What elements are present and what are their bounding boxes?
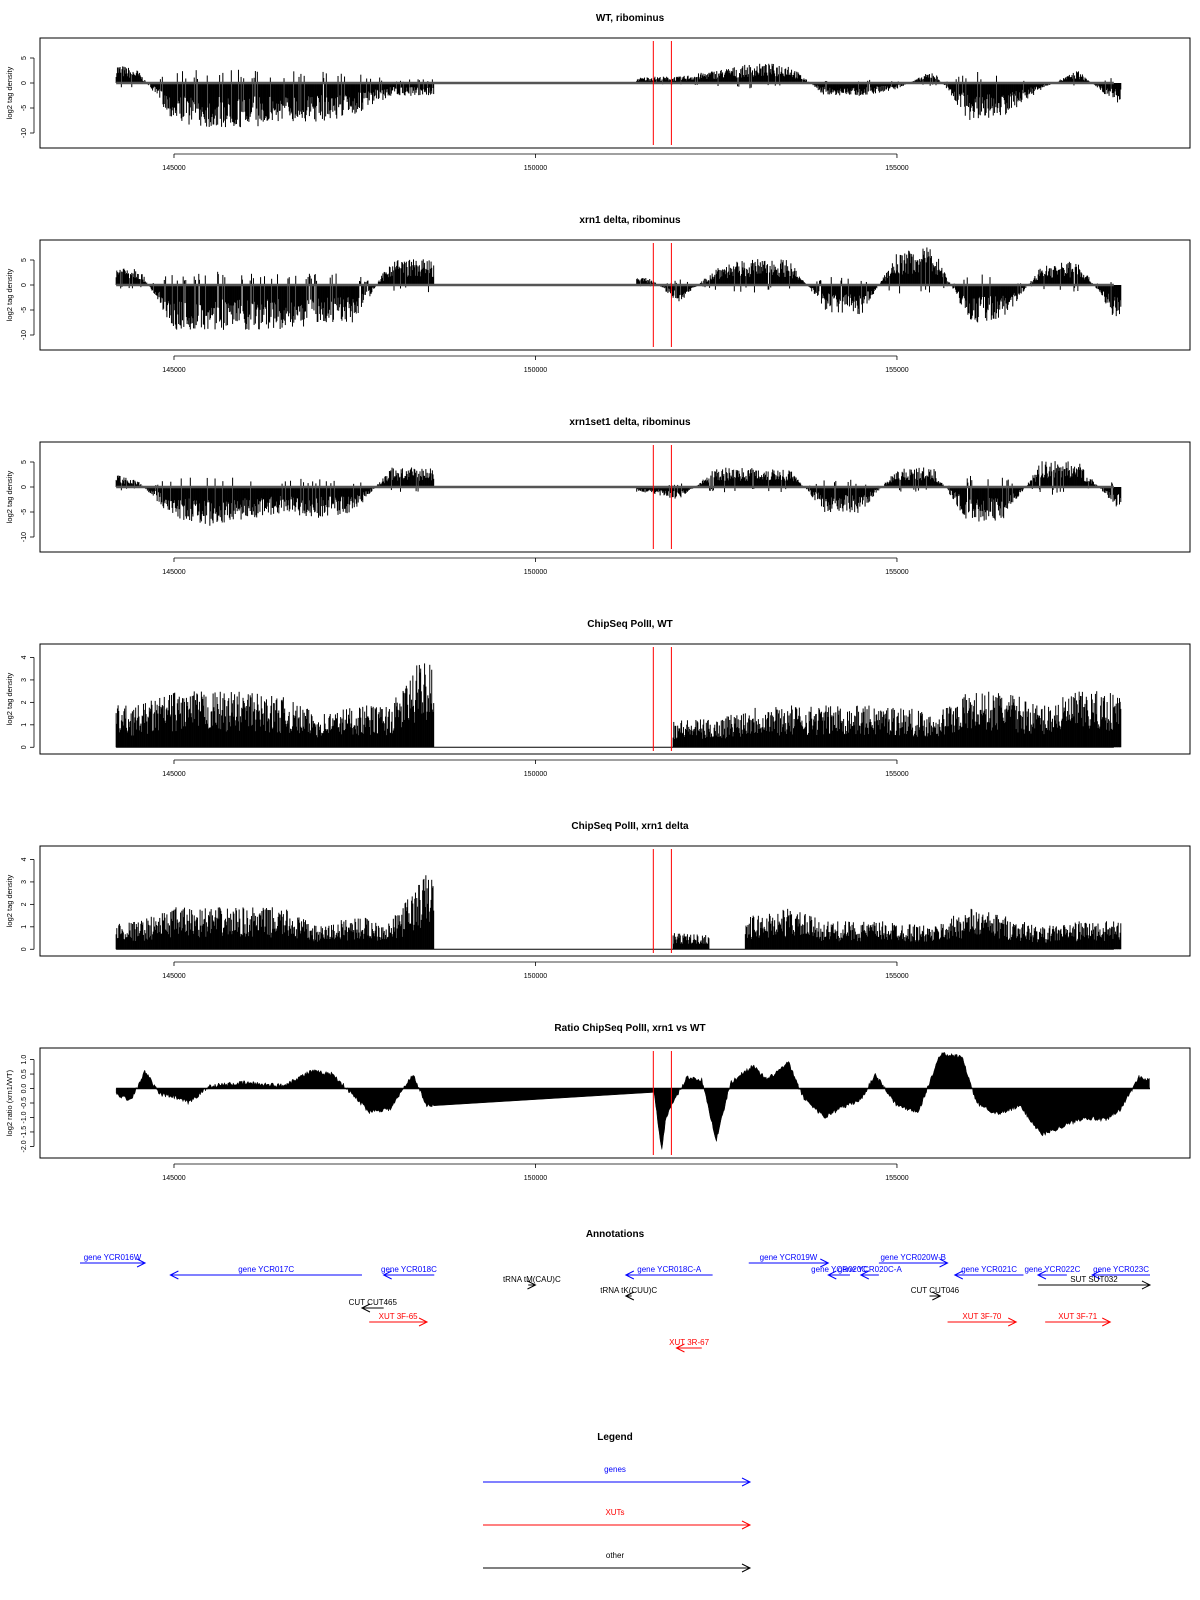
y-tick-label: -10 [21, 330, 28, 340]
y-axis-label: log2 tag density [5, 874, 14, 927]
y-tick-label: 5 [21, 460, 28, 464]
x-tick-label: 145000 [162, 165, 185, 172]
y-tick-label: 2 [21, 902, 28, 906]
y-tick-label: -5 [21, 105, 28, 111]
y-axis-label: log2 tag density [5, 268, 14, 321]
chart-title: ChipSeq PolII, xrn1 delta [571, 821, 689, 832]
chart-panel-4: ChipSeq PolII, WT 0 1 2 3 4 log2 tag density 14… [5, 619, 1191, 778]
y-tick-label: 4 [21, 655, 28, 659]
y-tick-label: 2 [21, 700, 28, 704]
signal-track [115, 461, 1122, 526]
x-tick-label: 145000 [162, 569, 185, 576]
y-axis-label: log2 tag density [5, 672, 14, 725]
y-axis-label: log2 tag density [5, 66, 14, 119]
chart-panel-1: WT, ribominus 5 0 -5 -10 log2 tag density 1450… [5, 13, 1191, 172]
x-tick-label: 150000 [524, 771, 547, 778]
plot-frame [39, 845, 1191, 957]
chart-title: xrn1 delta, ribominus [579, 215, 681, 226]
chart-panel-3: xrn1set1 delta, ribominus 5 0 -5 -10 log2 tag… [5, 417, 1191, 576]
y-axis-label: log2 tag density [5, 470, 14, 523]
x-tick-label: 155000 [885, 367, 908, 374]
y-tick-label: 5 [21, 56, 28, 60]
chart-title: WT, ribominus [596, 13, 665, 24]
chart-panel-2: xrn1 delta, ribominus 5 0 -5 -10 log2 tag den… [5, 215, 1191, 374]
y-tick-label: 0 [21, 745, 28, 749]
signal-track [115, 663, 1122, 748]
y-tick-label: -10 [21, 128, 28, 138]
signal-track [115, 63, 1122, 128]
x-tick-label: 155000 [885, 165, 908, 172]
y-tick-label: 3 [21, 678, 28, 682]
x-tick-label: 155000 [885, 771, 908, 778]
x-tick-label: 145000 [162, 771, 185, 778]
y-tick-label: -10 [21, 532, 28, 542]
chart-title: xrn1set1 delta, ribominus [569, 417, 691, 428]
chart-panel-5: ChipSeq PolII, xrn1 delta 0 1 2 3 4 log2 tag d… [5, 821, 1191, 980]
x-tick-label: 150000 [524, 165, 547, 172]
plot-frame [39, 643, 1191, 755]
plot-frame [39, 37, 1191, 149]
y-tick-label: 1 [21, 723, 28, 727]
plot-frame [39, 441, 1191, 553]
x-tick-label: 145000 [162, 367, 185, 374]
y-tick-label: 4 [21, 857, 28, 861]
x-tick-label: 145000 [162, 973, 185, 980]
x-tick-label: 150000 [524, 973, 547, 980]
y-tick-label: 5 [21, 258, 28, 262]
x-tick-label: 155000 [885, 569, 908, 576]
plot-frame [39, 239, 1191, 351]
y-tick-label: 1 [21, 925, 28, 929]
y-tick-label: -5 [21, 509, 28, 515]
y-tick-label: 0 [21, 947, 28, 951]
y-tick-label: 3 [21, 880, 28, 884]
signal-track [115, 247, 1122, 330]
y-tick-label: 0 [21, 283, 28, 287]
x-tick-label: 150000 [524, 367, 547, 374]
chart-title: ChipSeq PolII, WT [587, 619, 673, 630]
y-tick-label: -5 [21, 307, 28, 313]
y-tick-label: 0 [21, 485, 28, 489]
y-tick-label: 0 [21, 81, 28, 85]
x-tick-label: 150000 [524, 569, 547, 576]
